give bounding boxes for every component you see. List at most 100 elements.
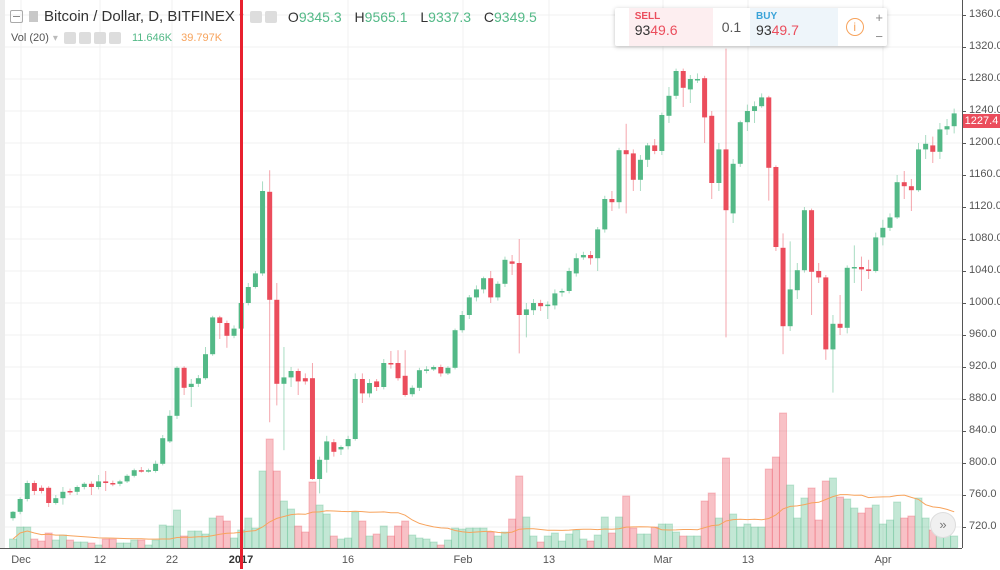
decrease-quantity-button[interactable]: − [875, 29, 883, 44]
time-axis[interactable] [0, 548, 962, 570]
candle-body [124, 475, 130, 482]
settings-icon[interactable] [264, 10, 277, 23]
volume-bar [101, 538, 110, 548]
volume-bar [800, 497, 809, 548]
candle [31, 480, 37, 495]
candle-body [702, 78, 708, 118]
candle [652, 139, 658, 155]
volume-bar [736, 526, 745, 548]
sell-button[interactable]: SELL 9349.6 [628, 8, 713, 46]
candle-body [274, 299, 280, 384]
candle-body [566, 271, 572, 291]
more-icon[interactable] [93, 32, 106, 44]
volume-bar [543, 535, 552, 548]
symbol-title[interactable]: Bitcoin / Dollar, D, BITFINEX [44, 8, 235, 25]
vertical-marker-line[interactable] [240, 0, 243, 569]
candle-body [502, 259, 508, 284]
candle-body [908, 186, 914, 191]
candle [851, 245, 857, 283]
chevron-down-icon[interactable]: ▾ [52, 32, 58, 44]
volume-bar [165, 525, 174, 548]
candle-body [395, 363, 401, 379]
candle [830, 315, 836, 393]
price-tick-label: 1200.0 [969, 136, 1000, 148]
volume-bar [836, 496, 845, 548]
volume-bar [515, 475, 524, 548]
candle [844, 265, 850, 334]
eye-icon[interactable] [249, 10, 262, 23]
flag-icon[interactable] [29, 11, 38, 22]
eye-icon[interactable] [63, 32, 76, 44]
increase-quantity-button[interactable]: + [875, 10, 883, 25]
volume-bar [443, 539, 452, 548]
settings-icon[interactable] [78, 32, 91, 44]
candle-body [167, 415, 173, 442]
volume-bar [301, 531, 310, 548]
candle-body [930, 145, 936, 152]
candle-body [609, 199, 615, 203]
volume-bar [365, 535, 374, 548]
candle [96, 475, 102, 490]
candle [801, 207, 807, 273]
candle-body [481, 278, 487, 290]
candle [580, 251, 586, 260]
candle-body [231, 328, 237, 336]
candle-body [331, 442, 337, 452]
volume-indicator-label[interactable]: Vol (20) [11, 32, 49, 44]
volume-bar [358, 520, 367, 548]
price-tick [962, 207, 966, 208]
candle [138, 467, 144, 473]
candle [516, 239, 522, 354]
volume-bar [500, 531, 509, 548]
candle-body [680, 71, 686, 88]
candle [103, 471, 109, 491]
volume-ma-line [12, 494, 955, 540]
candle [338, 445, 344, 455]
candle-body [523, 309, 529, 315]
candle-body [880, 227, 886, 238]
candle [637, 155, 643, 191]
info-button[interactable]: i [838, 8, 871, 46]
price-axis[interactable] [962, 0, 1000, 548]
price-tick [962, 79, 966, 80]
scroll-to-realtime-button[interactable]: » [930, 512, 956, 538]
candle [317, 456, 323, 494]
volume-bar [158, 524, 167, 548]
price-tick [962, 271, 966, 272]
quantity-field[interactable]: 0.1 [721, 19, 742, 35]
candle [217, 315, 223, 339]
close-icon[interactable] [108, 32, 121, 44]
candle [181, 366, 187, 395]
price-tick-label: 880.0 [969, 392, 997, 404]
close-label: C [483, 8, 495, 25]
candle [402, 350, 408, 397]
volume-bar [729, 513, 738, 548]
buy-button[interactable]: BUY 9349.7 [750, 8, 839, 46]
candle-body [916, 149, 922, 191]
candle-body [937, 129, 943, 152]
candle-body [516, 263, 522, 315]
current-price-label: 1227.4 [963, 114, 1000, 129]
candlestick-chart[interactable] [0, 0, 962, 548]
collapse-icon[interactable] [10, 10, 23, 23]
candle [502, 256, 508, 287]
candle-body [17, 499, 23, 512]
left-scroll-edge[interactable] [0, 0, 5, 548]
candle-body [67, 491, 73, 493]
drag-handle[interactable] [615, 8, 629, 46]
candle-body [687, 79, 693, 90]
candle [823, 275, 829, 360]
candle-body [39, 487, 45, 491]
candle-body [267, 191, 273, 300]
price-tick [962, 399, 966, 400]
candle [424, 366, 430, 374]
candle [88, 481, 94, 495]
volume-bar [821, 480, 830, 548]
price-tick-label: 760.0 [969, 488, 997, 500]
candle-body [794, 270, 800, 291]
date-tick-label: Mar [653, 554, 673, 566]
price-tick [962, 335, 966, 336]
price-tick-label: 1120.0 [969, 200, 1000, 212]
candle-body [694, 79, 700, 81]
candle-body [252, 273, 258, 287]
